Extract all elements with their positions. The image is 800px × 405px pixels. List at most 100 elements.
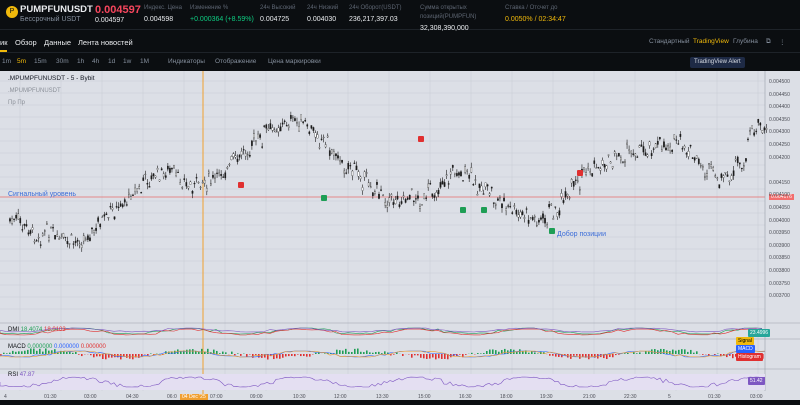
candle-body [366, 173, 367, 174]
tab-chart[interactable]: ик [0, 38, 7, 52]
candle-body [97, 218, 98, 222]
indicator-line [0, 328, 762, 332]
candle-body [331, 150, 332, 153]
candle-body [81, 245, 82, 248]
candle-body [13, 219, 14, 220]
tf-5m[interactable]: 5m [17, 58, 26, 65]
candle-body [614, 152, 615, 154]
candle-body [706, 174, 707, 176]
view-depth[interactable]: Глубина [733, 38, 758, 45]
tf-1d[interactable]: 1d [108, 58, 115, 65]
macd-bar [66, 352, 68, 354]
header-bar: P PUMPFUNUSDT Бессрочный USDT 0.004597 0… [0, 0, 800, 30]
time-tick: 16:30 [459, 394, 472, 400]
mark-price-menu[interactable]: Цена маркировки [268, 58, 321, 65]
macd-bar [315, 353, 317, 354]
expand-icon[interactable]: ⧉ [766, 38, 771, 46]
macd-bar [732, 354, 734, 358]
candle-body [737, 157, 738, 163]
candle-body [34, 241, 35, 242]
candle-body [747, 139, 748, 140]
tf-4h[interactable]: 4h [92, 58, 99, 65]
candle-body [612, 166, 613, 168]
indicator-line [0, 329, 762, 335]
candle-body [95, 228, 96, 231]
macd-bar [378, 352, 380, 354]
candle-body [671, 150, 672, 152]
macd-bar [147, 354, 149, 355]
macd-bar [27, 350, 29, 354]
candle-body [372, 193, 373, 196]
candle-body [65, 237, 66, 238]
candle-body [571, 179, 572, 183]
tab-overview[interactable]: Обзор [15, 38, 37, 47]
tf-1h[interactable]: 1h [77, 58, 84, 65]
sell-marker [418, 136, 424, 142]
symbol-title[interactable]: PUMPFUNUSDT [20, 4, 93, 15]
candle-body [323, 137, 324, 138]
candle-body [698, 159, 699, 164]
macd-bar [309, 354, 311, 357]
chart-area[interactable]: .MPUMPFUNUSDT - 5 - Bybit .MPUMPFUNUSDT … [0, 71, 800, 400]
candle-body [311, 125, 312, 128]
candle-body [524, 218, 525, 219]
candle-body [294, 118, 295, 120]
view-tradingview[interactable]: TradingView [693, 38, 729, 45]
candle-body [9, 219, 10, 222]
candle-body [507, 206, 508, 207]
display-menu[interactable]: Отображение [215, 58, 256, 65]
tab-data[interactable]: Данные [44, 38, 71, 47]
candle-body [171, 168, 172, 169]
candle-body [220, 174, 221, 176]
tf-1m[interactable]: 1m [2, 58, 11, 65]
candle-body [749, 131, 750, 132]
macd-bar [693, 353, 695, 354]
candle-body [471, 168, 472, 173]
candle-body [715, 176, 716, 177]
candle-body [126, 205, 127, 206]
macd-bar [129, 354, 131, 359]
tf-30m[interactable]: 30m [56, 58, 69, 65]
candle-body [354, 163, 355, 164]
indicators-menu[interactable]: Индикаторы [168, 58, 205, 65]
macd-bar [576, 354, 578, 356]
candle-body [723, 176, 724, 178]
more-icon[interactable]: ⋮ [779, 38, 786, 46]
candle-body [526, 209, 527, 210]
tradingview-alert-button[interactable]: TradingView Alert [690, 57, 745, 68]
tf-15m[interactable]: 15m [34, 58, 47, 65]
candle-body [657, 141, 658, 144]
candle-body [315, 133, 316, 137]
candle-body [717, 178, 718, 179]
candle-body [296, 122, 297, 123]
macd-bar [120, 354, 122, 359]
candle-body [399, 204, 400, 206]
macd-bar [687, 352, 689, 354]
candle-body [83, 236, 84, 241]
macd-bar [534, 352, 536, 354]
candle-body [38, 237, 39, 238]
buy-marker [321, 195, 327, 201]
rsi-band [0, 374, 765, 390]
candle-body [751, 126, 752, 128]
macd-bar [219, 353, 221, 354]
candle-body [339, 161, 340, 162]
candle-body [733, 171, 734, 176]
tab-news[interactable]: Лента новостей [78, 38, 133, 47]
chart-toolbar: 1m 5m 15m 30m 1h 4h 1d 1w 1M Индикаторы … [0, 54, 800, 70]
macd-bar [36, 351, 38, 354]
candle-body [766, 128, 767, 129]
candle-body [378, 194, 379, 198]
candle-body [147, 183, 148, 184]
view-standard[interactable]: Стандартный [649, 38, 690, 45]
price-tick: 0.004500 [769, 79, 790, 85]
candle-body [430, 183, 431, 184]
tf-1M[interactable]: 1M [140, 58, 149, 65]
tf-1w[interactable]: 1w [123, 58, 131, 65]
candle-body [411, 189, 412, 190]
candle-body [637, 157, 638, 158]
macd-bar [618, 354, 620, 355]
candle-body [87, 236, 88, 240]
macd-bar [573, 354, 575, 356]
candle-body [212, 175, 213, 177]
